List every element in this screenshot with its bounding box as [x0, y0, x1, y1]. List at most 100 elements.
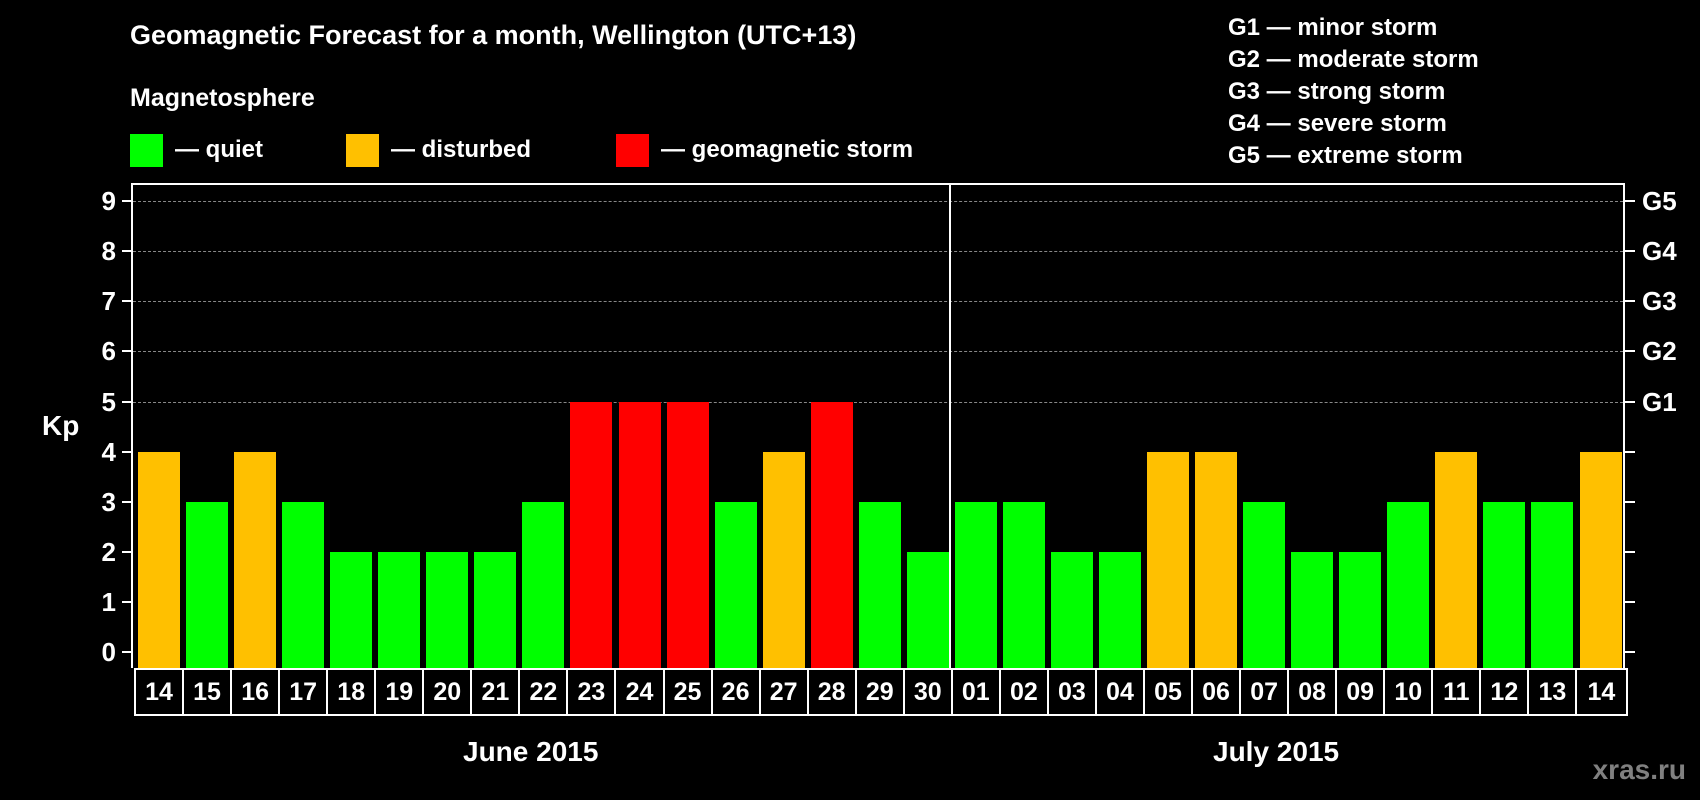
- date-cell: 12: [1481, 670, 1530, 714]
- y-tick-right: [1625, 550, 1635, 553]
- y-tick: [122, 350, 132, 353]
- date-cell: 07: [1241, 670, 1290, 714]
- bar-disturbed: [234, 451, 277, 668]
- bar-storm: [570, 401, 613, 668]
- gridline-kp9: [133, 201, 1623, 203]
- y-tick-right: [1625, 400, 1635, 403]
- date-cell: 03: [1049, 670, 1097, 714]
- g-tick-label: G4: [1642, 236, 1677, 267]
- bar-quiet: [1291, 551, 1334, 668]
- date-cell: 10: [1385, 670, 1434, 714]
- bar-disturbed: [1579, 451, 1622, 668]
- bar-quiet: [1099, 551, 1141, 668]
- y-tick-label: 6: [101, 336, 116, 367]
- bar-disturbed: [1435, 451, 1478, 668]
- bar-quiet: [186, 501, 229, 668]
- y-tick-label: 1: [101, 586, 116, 617]
- y-tick: [122, 651, 132, 653]
- g-tick-label: G2: [1642, 336, 1677, 367]
- bar-quiet: [1002, 501, 1045, 668]
- bar-quiet: [1243, 501, 1286, 668]
- month-divider: [949, 183, 951, 668]
- g-tick-label: G5: [1642, 186, 1677, 217]
- y-tick-label: 0: [101, 637, 116, 667]
- bar-quiet: [282, 501, 325, 668]
- date-cell: 26: [713, 670, 761, 714]
- y-tick: [122, 250, 132, 253]
- bar-storm: [618, 401, 661, 668]
- bar-quiet: [474, 551, 517, 668]
- y-tick-right: [1625, 200, 1635, 203]
- disturbed-swatch-icon: [346, 133, 379, 167]
- bar-quiet: [522, 501, 565, 668]
- g4-legend: G4 — severe storm: [1228, 110, 1447, 137]
- y-tick-label: 8: [101, 236, 116, 267]
- bar-storm: [666, 401, 709, 668]
- date-cell: 17: [280, 670, 329, 714]
- bar-disturbed: [1147, 451, 1190, 668]
- y-tick: [122, 500, 132, 503]
- bar-quiet: [954, 501, 997, 668]
- bar-storm: [810, 401, 853, 668]
- y-tick: [122, 300, 132, 303]
- bar-quiet: [1050, 551, 1093, 668]
- bar-quiet: [858, 501, 901, 668]
- legend-disturbed-label: — disturbed: [391, 136, 532, 163]
- legend-disturbed: — disturbed: [346, 133, 531, 167]
- y-tick-label: 4: [101, 436, 116, 467]
- date-cell: 24: [616, 670, 665, 714]
- date-row: 14 15 16 17 18 19 20 21 22 23 24 25 26 27 28 29 30 01 02 03…: [134, 668, 1628, 716]
- g-scale-legend: G1 — minor storm G2 — moderate storm G3 …: [1228, 12, 1479, 172]
- bar-quiet: [1339, 551, 1382, 668]
- date-cell: 15: [184, 670, 233, 714]
- legend-storm: — geomagnetic storm: [616, 133, 913, 167]
- bar-quiet: [1387, 501, 1430, 668]
- legend-quiet: — quiet: [130, 133, 263, 167]
- date-cell: 18: [328, 670, 377, 714]
- chart-title: Geomagnetic Forecast for a month, Wellin…: [130, 20, 857, 50]
- bar-quiet: [1531, 501, 1574, 668]
- y-tick: [122, 550, 132, 553]
- date-cell: 19: [376, 670, 425, 714]
- y-tick: [122, 450, 132, 453]
- date-cell: 06: [1193, 670, 1242, 714]
- bar-disturbed: [762, 451, 805, 668]
- y-tick-right: [1625, 350, 1635, 353]
- y-tick-label: 9: [101, 186, 116, 217]
- y-tick-right: [1625, 600, 1635, 603]
- y-tick-right: [1625, 300, 1635, 303]
- date-cell: 05: [1145, 670, 1194, 714]
- bar-quiet: [906, 551, 949, 668]
- date-cell: 01: [953, 670, 1001, 714]
- gridline-kp5: [133, 401, 1623, 403]
- gridline-kp7: [133, 301, 1623, 303]
- date-cell: 16: [232, 670, 281, 714]
- bar-quiet: [1483, 501, 1526, 668]
- date-cell: 13: [1529, 670, 1578, 714]
- bar-quiet: [426, 551, 469, 668]
- y-tick-label: 7: [101, 286, 116, 317]
- g-tick-label: G3: [1642, 286, 1677, 317]
- gridline-kp8: [133, 251, 1623, 253]
- legend-quiet-label: — quiet: [175, 136, 263, 163]
- date-cell: 29: [857, 670, 905, 714]
- y-tick: [122, 400, 132, 403]
- date-cell: 22: [520, 670, 569, 714]
- y-tick: [122, 600, 132, 603]
- g3-legend: G3 — strong storm: [1228, 78, 1446, 105]
- bar-quiet: [330, 551, 373, 668]
- date-cell: 23: [568, 670, 617, 714]
- date-cell: 30: [905, 670, 953, 714]
- g-tick-label: G1: [1642, 386, 1677, 417]
- date-cell: 27: [761, 670, 809, 714]
- y-tick-label: 2: [101, 536, 116, 567]
- y-tick-right: [1625, 250, 1635, 253]
- month-label-july: July 2015: [1213, 736, 1340, 767]
- y-tick-label: 3: [101, 486, 116, 517]
- date-cell: 08: [1289, 670, 1338, 714]
- g2-legend: G2 — moderate storm: [1228, 46, 1479, 73]
- g1-legend: G1 — minor storm: [1228, 14, 1438, 41]
- bar-disturbed: [138, 451, 180, 668]
- gridline-kp6: [133, 351, 1623, 353]
- y-tick-right: [1625, 450, 1635, 453]
